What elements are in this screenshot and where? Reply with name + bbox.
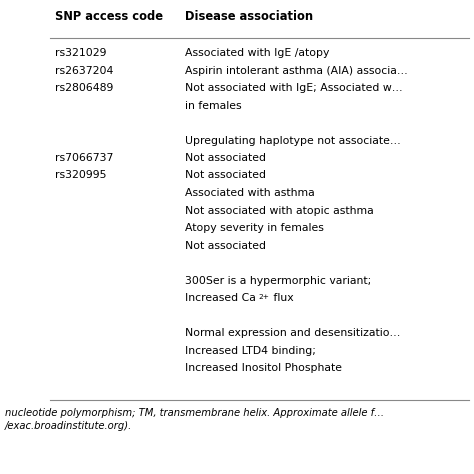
Text: rs320995: rs320995 (55, 171, 107, 181)
Text: Atopy severity in females: Atopy severity in females (185, 223, 324, 233)
Text: Aspirin intolerant asthma (AIA) associa…: Aspirin intolerant asthma (AIA) associa… (185, 65, 408, 75)
Text: Not associated: Not associated (185, 153, 266, 163)
Text: Not associated with IgE; Associated w…: Not associated with IgE; Associated w… (185, 83, 402, 93)
Text: Increased LTD4 binding;: Increased LTD4 binding; (185, 346, 316, 356)
Text: Increased Ca: Increased Ca (185, 293, 256, 303)
Text: 300Ser is a hypermorphic variant;: 300Ser is a hypermorphic variant; (185, 275, 371, 285)
Text: nucleotide polymorphism; TM, transmembrane helix. Approximate allele f…: nucleotide polymorphism; TM, transmembra… (5, 408, 384, 418)
Text: Normal expression and desensitizatio…: Normal expression and desensitizatio… (185, 328, 401, 338)
Text: Not associated with atopic asthma: Not associated with atopic asthma (185, 206, 374, 216)
Text: flux: flux (270, 293, 293, 303)
Text: Associated with asthma: Associated with asthma (185, 188, 315, 198)
Text: /exac.broadinstitute.org).: /exac.broadinstitute.org). (5, 421, 132, 431)
Text: Upregulating haplotype not associate…: Upregulating haplotype not associate… (185, 136, 401, 146)
Text: Increased Inositol Phosphate: Increased Inositol Phosphate (185, 363, 342, 373)
Text: rs321029: rs321029 (55, 48, 107, 58)
Text: Not associated: Not associated (185, 171, 266, 181)
Text: SNP access code: SNP access code (55, 10, 163, 23)
Text: Disease association: Disease association (185, 10, 313, 23)
Text: rs2806489: rs2806489 (55, 83, 113, 93)
Text: in females: in females (185, 100, 242, 110)
Text: rs7066737: rs7066737 (55, 153, 113, 163)
Text: Not associated: Not associated (185, 240, 266, 250)
Text: rs2637204: rs2637204 (55, 65, 113, 75)
Text: Associated with IgE /atopy: Associated with IgE /atopy (185, 48, 329, 58)
Text: 2+: 2+ (258, 294, 269, 300)
